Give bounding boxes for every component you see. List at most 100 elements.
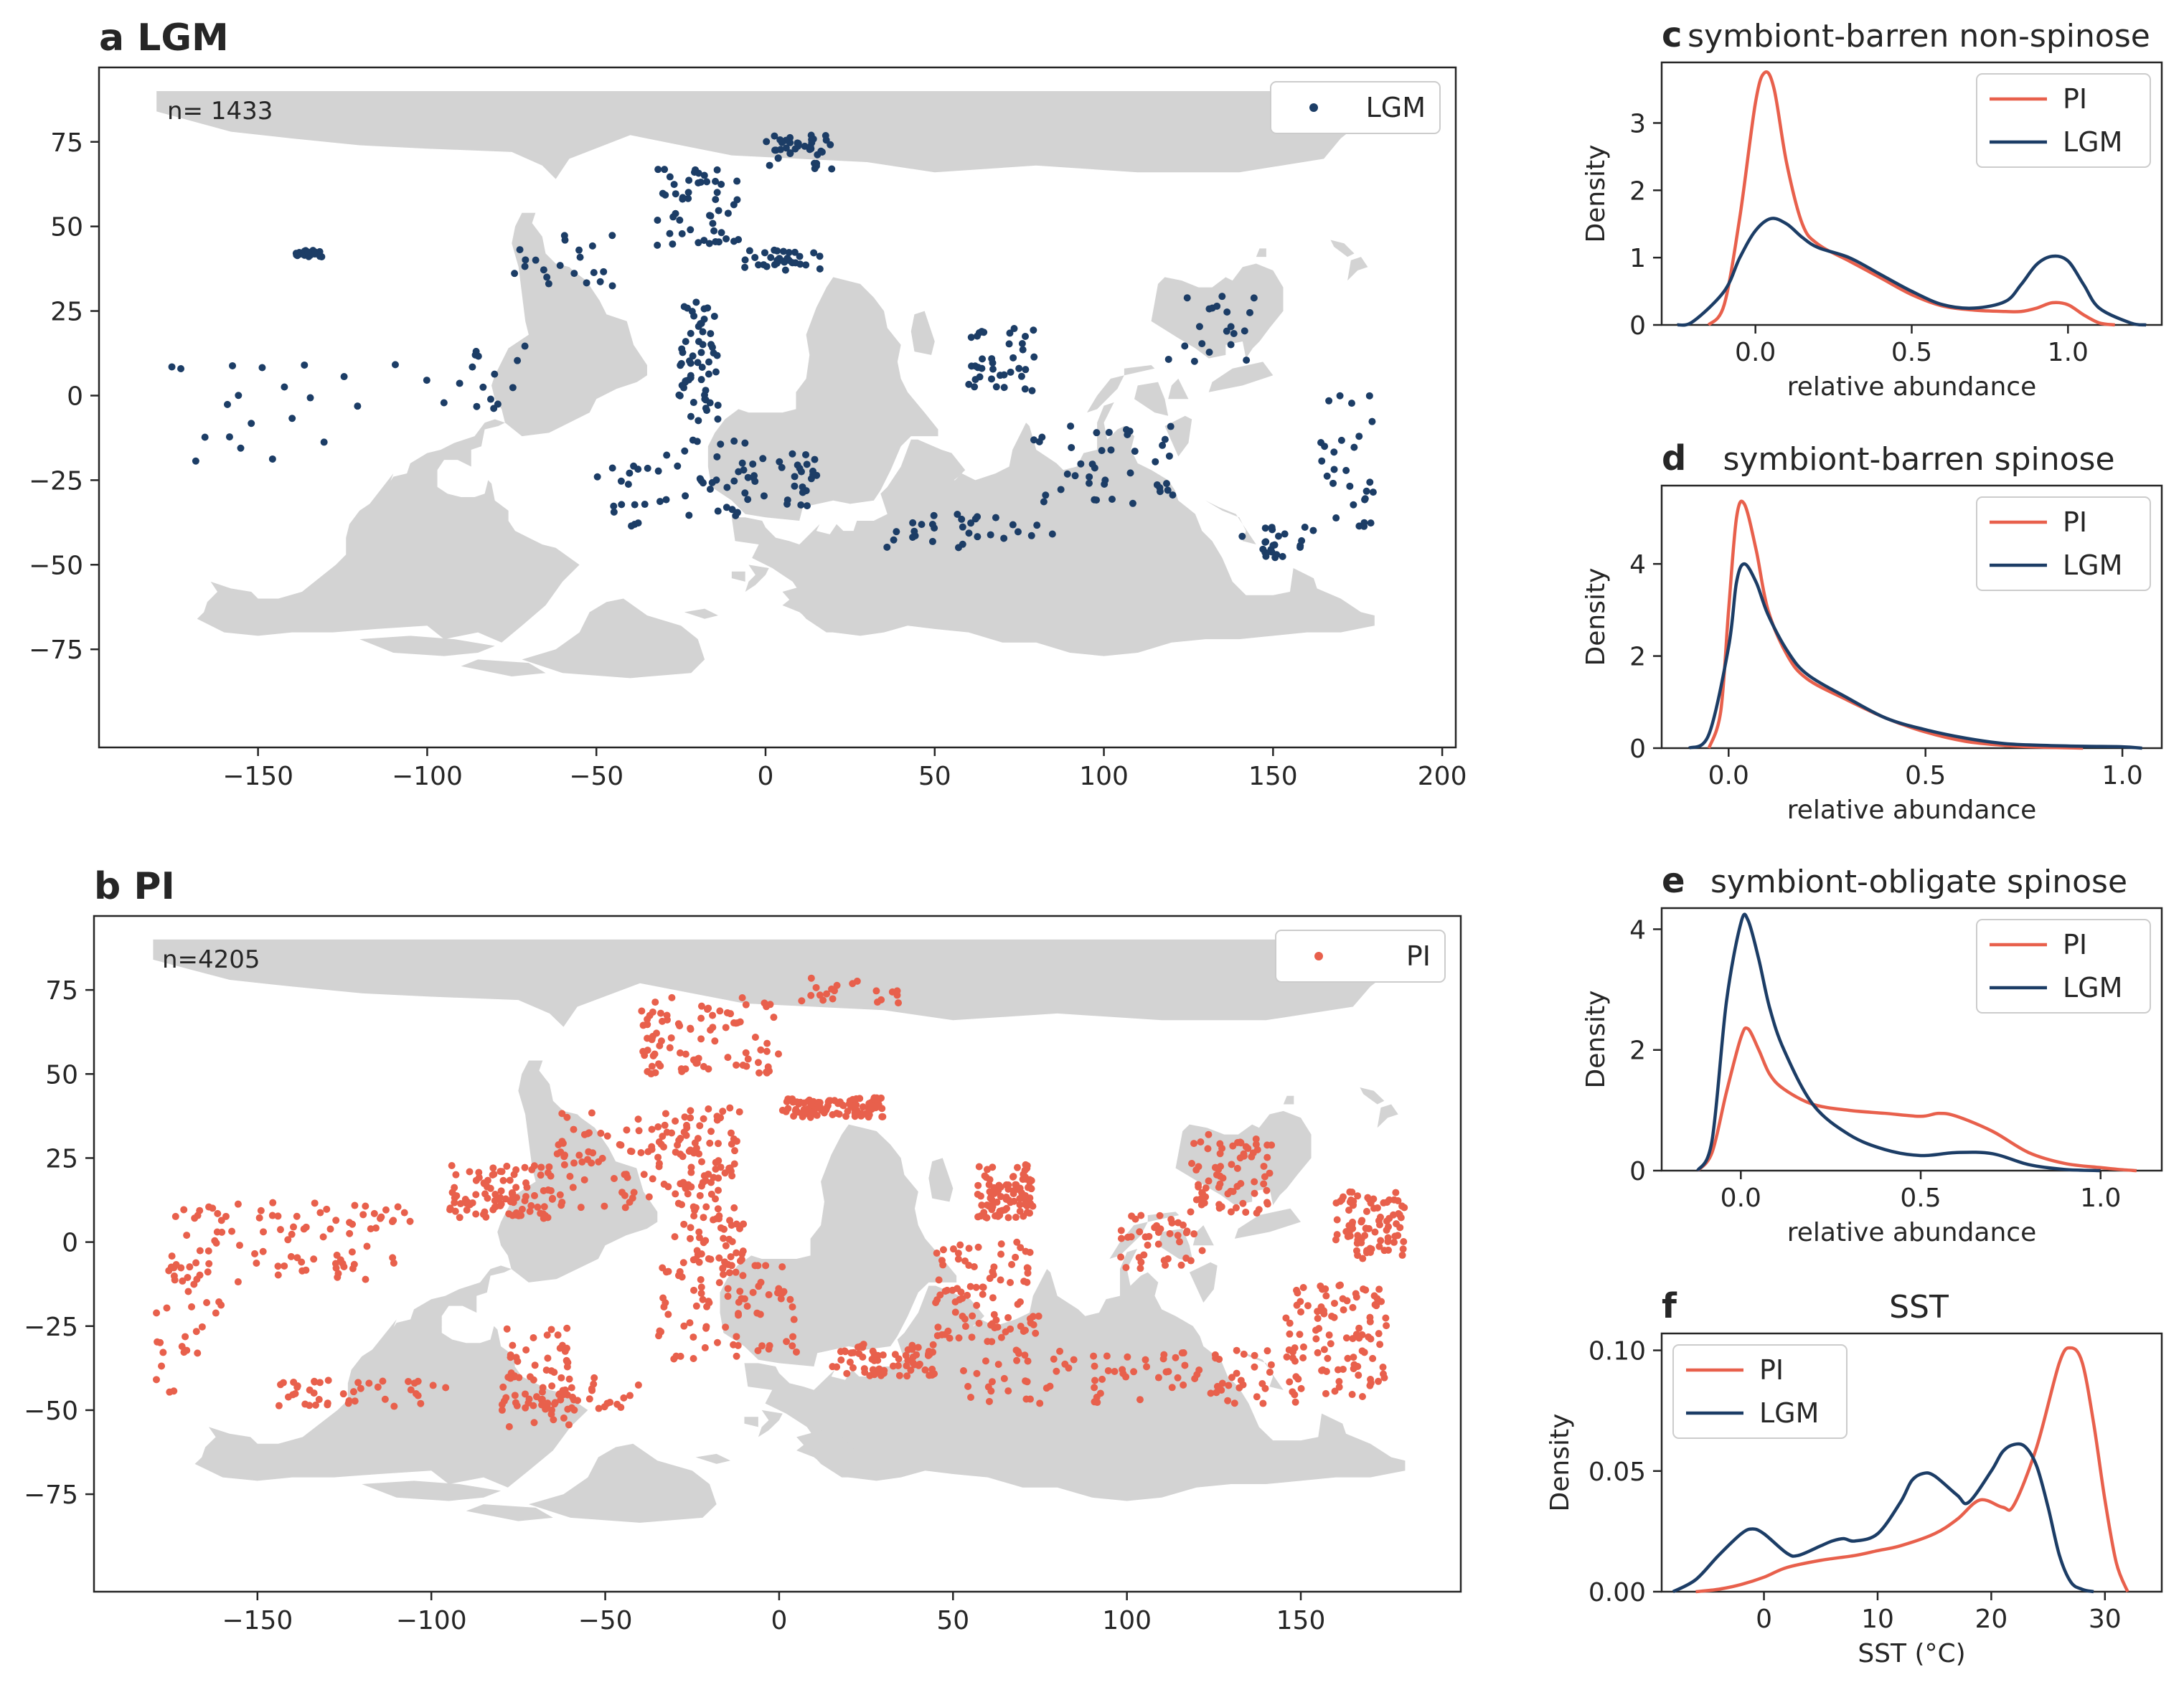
sample-point xyxy=(332,1217,340,1224)
sample-point xyxy=(676,392,684,400)
sample-point xyxy=(168,1252,176,1260)
sample-point xyxy=(451,1184,458,1191)
sample-point xyxy=(192,1259,200,1267)
sample-point xyxy=(1108,496,1116,504)
sample-point xyxy=(697,477,705,485)
sample-point xyxy=(1012,1214,1020,1222)
sample-point xyxy=(229,362,237,369)
x-tick-label: −150 xyxy=(222,762,293,791)
sample-point xyxy=(170,1264,178,1272)
sample-point xyxy=(883,543,891,551)
sample-point xyxy=(1261,524,1269,532)
sample-point xyxy=(741,256,749,264)
sample-point xyxy=(503,1325,511,1333)
sample-point xyxy=(1345,1206,1353,1214)
sample-point xyxy=(349,1265,357,1272)
sample-point xyxy=(685,176,693,184)
sample-point xyxy=(669,213,677,221)
sample-point xyxy=(713,453,721,461)
sample-point xyxy=(997,1250,1005,1258)
sample-point xyxy=(990,1184,998,1191)
sample-point xyxy=(1012,1253,1020,1261)
sample-point xyxy=(723,483,731,491)
sample-point xyxy=(1296,542,1304,549)
sample-point xyxy=(537,1163,545,1171)
sample-point xyxy=(687,1107,695,1115)
sample-point xyxy=(618,501,626,509)
sample-point xyxy=(1335,1282,1343,1290)
sample-point xyxy=(649,1032,656,1040)
sample-point xyxy=(672,1148,679,1156)
sample-points xyxy=(168,131,1377,562)
sample-point xyxy=(776,458,783,466)
sample-point xyxy=(1362,1207,1370,1215)
sample-point xyxy=(773,247,781,255)
sample-point xyxy=(1103,1352,1111,1360)
sample-point xyxy=(705,1299,713,1307)
sample-point xyxy=(714,415,722,423)
sample-point xyxy=(390,1402,398,1410)
sample-point xyxy=(727,1253,735,1261)
sample-point xyxy=(570,1396,578,1404)
sample-point xyxy=(346,1219,354,1227)
sample-point xyxy=(1251,1189,1258,1197)
sample-point xyxy=(1331,1387,1339,1395)
sample-point xyxy=(1350,501,1357,509)
map-title: b PI xyxy=(94,865,175,908)
sample-point xyxy=(839,1102,847,1110)
sample-point xyxy=(274,1271,282,1279)
sample-point xyxy=(1174,1374,1182,1382)
sample-point xyxy=(655,1138,663,1146)
sample-point xyxy=(988,1338,996,1346)
sample-point xyxy=(512,1399,519,1407)
sample-point xyxy=(492,1202,500,1210)
sample-point xyxy=(628,1148,636,1156)
sample-point xyxy=(724,1285,732,1293)
sample-point xyxy=(1190,1140,1198,1148)
sample-point xyxy=(1251,1363,1258,1371)
sample-point xyxy=(789,259,796,267)
sample-point xyxy=(705,358,712,366)
sample-point xyxy=(644,464,651,472)
sample-point xyxy=(689,436,697,444)
sample-point xyxy=(798,1110,806,1118)
sample-point xyxy=(1063,470,1071,478)
sample-point xyxy=(1238,532,1246,540)
sample-point xyxy=(1180,1381,1187,1389)
sample-point xyxy=(1263,1347,1271,1355)
sample-point xyxy=(846,1097,854,1105)
sample-point xyxy=(789,1303,796,1311)
sample-point xyxy=(491,1191,499,1199)
sample-point xyxy=(1036,1399,1044,1407)
sample-point xyxy=(570,1159,578,1167)
sample-point xyxy=(281,1262,288,1270)
sample-point xyxy=(631,501,639,509)
sample-point xyxy=(749,1288,757,1296)
density-line-pi xyxy=(1707,499,2084,750)
sample-point xyxy=(1167,422,1175,430)
sample-point xyxy=(279,1379,287,1387)
sample-point xyxy=(178,1343,186,1351)
sample-point xyxy=(1366,478,1374,486)
sample-point xyxy=(692,1302,700,1310)
sample-point xyxy=(610,502,618,510)
sample-point xyxy=(786,149,794,157)
sample-point xyxy=(733,1249,740,1257)
y-tick-label: 2 xyxy=(1629,1036,1646,1066)
kde-panel-e: 0.0 0.5 1.0 0 2 4 relative abundance Density e sy… xyxy=(1581,861,2163,1247)
sample-point xyxy=(1286,1319,1294,1327)
sample-point xyxy=(351,1201,359,1209)
sample-point xyxy=(700,171,708,179)
sample-point xyxy=(556,262,564,270)
sample-point xyxy=(1179,1221,1187,1229)
sample-point xyxy=(621,1191,629,1199)
sample-point xyxy=(531,1361,539,1369)
x-tick-label: 150 xyxy=(1248,762,1298,791)
sample-point xyxy=(316,252,324,260)
sample-point xyxy=(1282,1314,1290,1322)
x-tick-label: 0 xyxy=(758,762,774,791)
sample-point xyxy=(807,991,815,999)
sample-point xyxy=(860,1365,868,1373)
sample-point xyxy=(727,1129,735,1137)
sample-point xyxy=(810,249,818,257)
